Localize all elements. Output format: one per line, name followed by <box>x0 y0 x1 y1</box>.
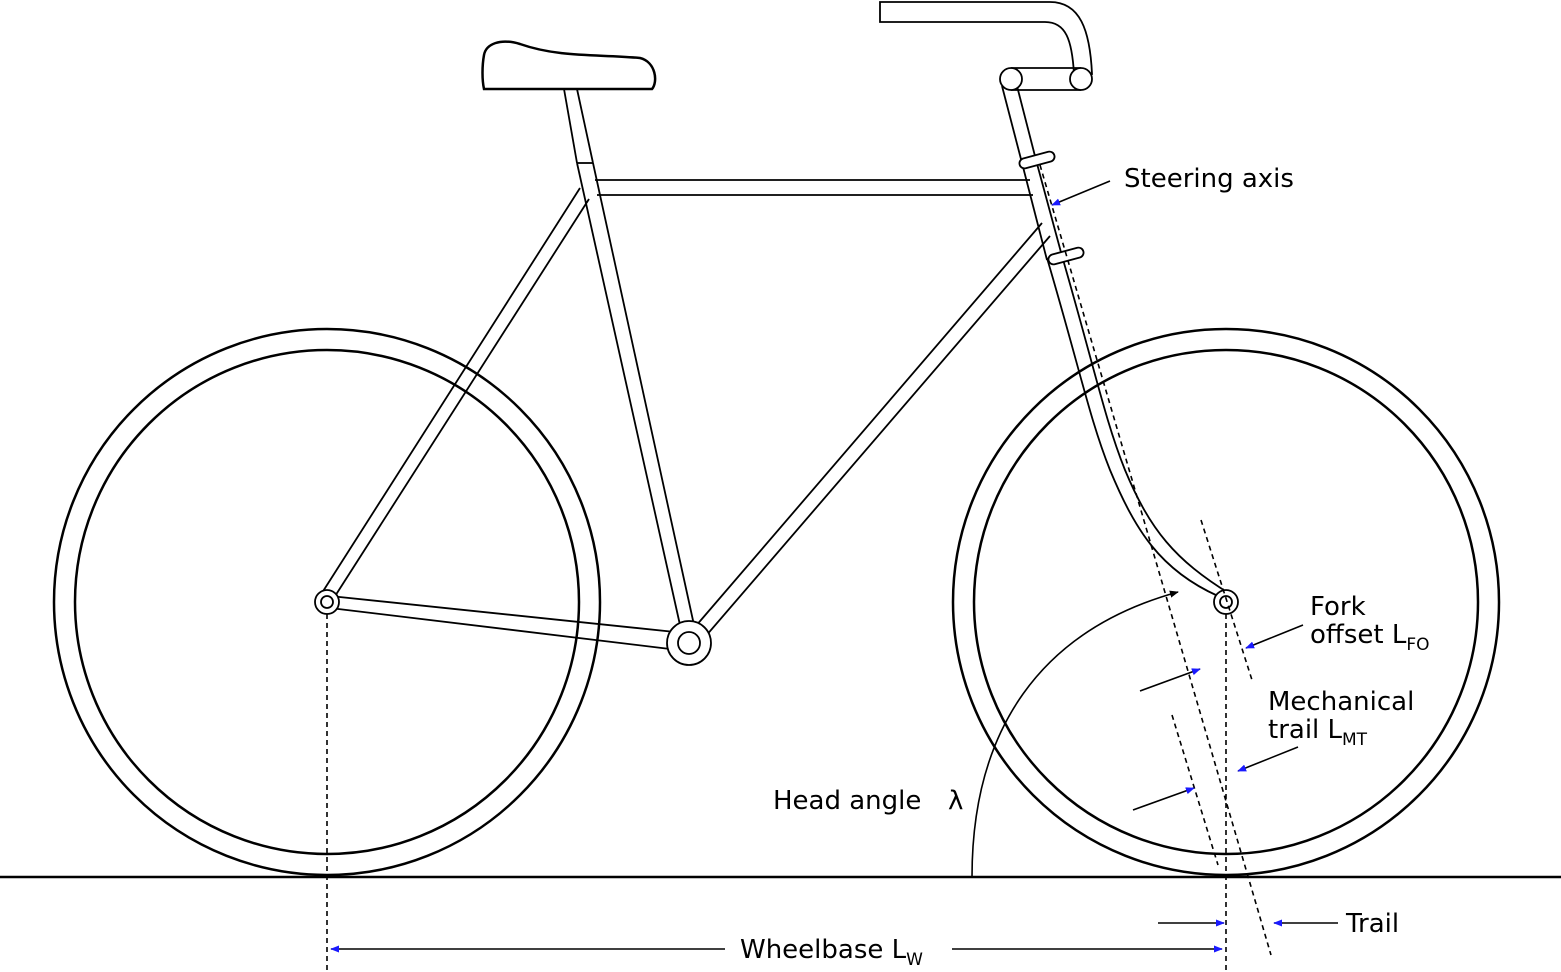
mechanical-trail-text: trail L <box>1268 715 1343 745</box>
headset <box>1018 150 1085 266</box>
bicycle-frame <box>319 85 1231 650</box>
fork-offset-label-line1: Fork <box>1310 592 1366 622</box>
rear-hub <box>314 589 340 615</box>
fork-offset-subscript: FO <box>1406 635 1429 655</box>
wheelbase-label: Wheelbase LW <box>740 935 923 970</box>
fork-offset-text: offset L <box>1310 620 1407 650</box>
wheelbase-subscript: W <box>906 950 923 970</box>
bottom-bracket <box>666 620 712 666</box>
handlebar <box>879 1 1093 91</box>
dimension-arrows <box>330 180 1338 953</box>
trail-label: Trail <box>1345 909 1399 939</box>
mechanical-trail-label-line2: trail LMT <box>1268 715 1368 750</box>
mechanical-trail-label-line1: Mechanical <box>1268 687 1414 717</box>
saddle <box>481 40 657 91</box>
fork-offset-label-line2: offset LFO <box>1310 620 1429 655</box>
steering-axis-label: Steering axis <box>1124 164 1294 194</box>
mechanical-trail-subscript: MT <box>1342 730 1368 750</box>
head-angle-symbol: λ <box>948 786 963 816</box>
head-angle-label: Head angle <box>773 786 921 816</box>
head-angle-arc <box>971 590 1179 878</box>
wheelbase-text: Wheelbase L <box>740 935 907 965</box>
front-hub <box>1213 589 1239 615</box>
construction-lines <box>326 164 1272 972</box>
